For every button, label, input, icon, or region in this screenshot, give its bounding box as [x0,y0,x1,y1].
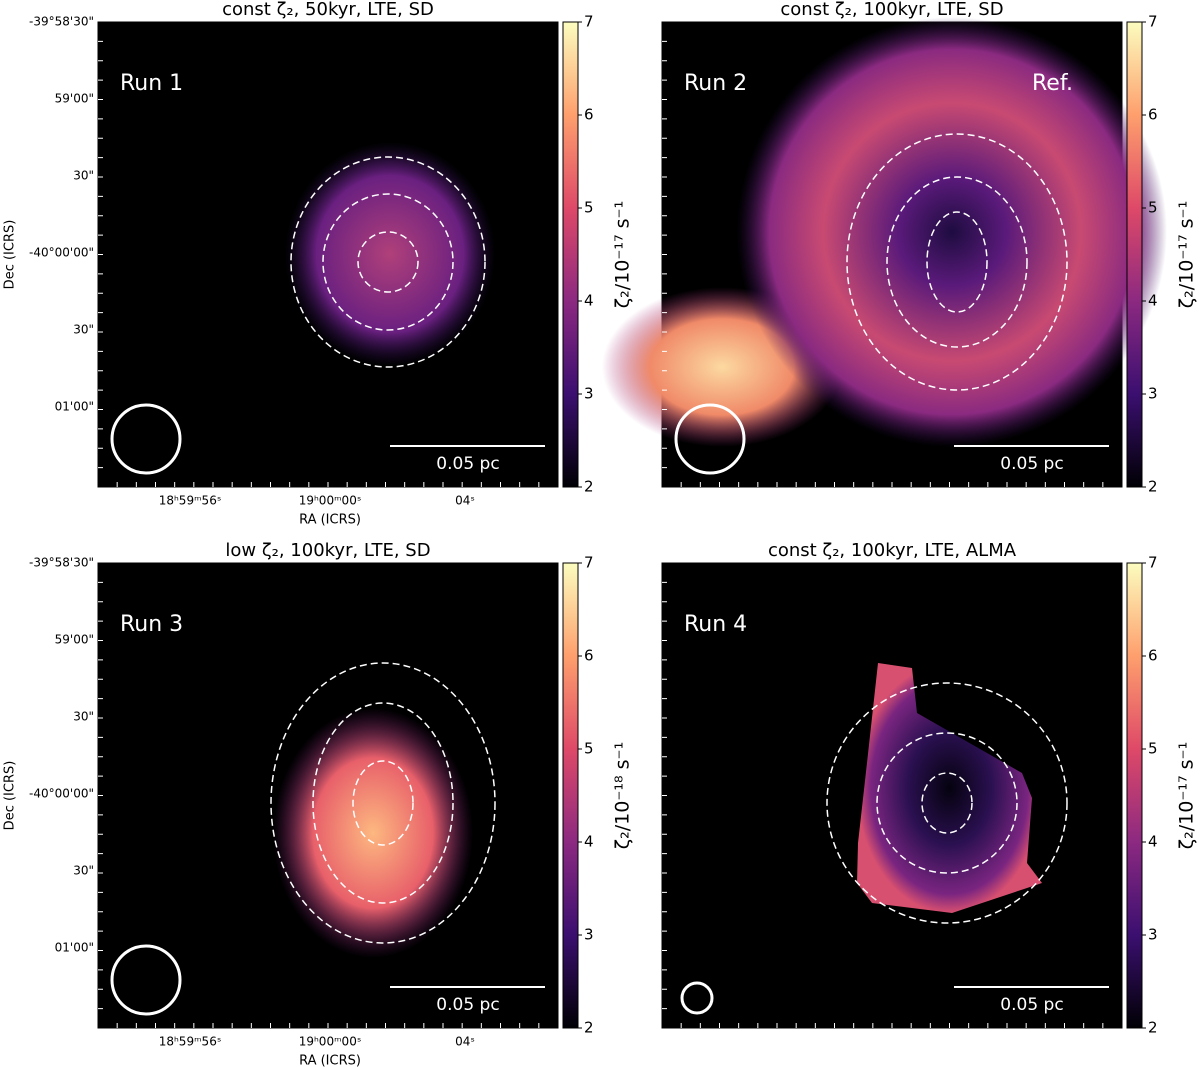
y-tick-label: 30" [73,864,94,878]
contour [926,211,988,313]
colorbar-tick-label: 5 [1148,740,1158,758]
contour [290,156,486,368]
emission [737,17,1167,447]
colorbar-tick-label: 2 [1148,1019,1158,1037]
run-label: Run 3 [120,612,183,637]
colorbar-label: ζ₂/10⁻¹⁷ s⁻¹ [612,201,634,308]
colorbar-tick-label: 5 [584,199,594,217]
scale-bar-label: 0.05 pc [436,995,499,1015]
colorbar-tick-label: 7 [584,13,594,31]
colorbar-label: ζ₂/10⁻¹⁷ s⁻¹ [1176,742,1198,849]
contour [357,231,419,293]
colorbar-tick-label: 2 [1148,478,1158,496]
colorbar-tick-label: 7 [584,554,594,572]
annotation: Ref. [1032,71,1073,96]
colorbar-tick-label: 6 [584,106,594,124]
contour [352,760,414,846]
colorbar-tick-label: 4 [1148,833,1158,851]
x-axis-label: RA (ICRS) [299,513,361,528]
y-tick-label: -39°58'30" [29,556,94,570]
colorbar-tick-label: 3 [1148,385,1158,403]
panel-title: const ζ₂, 50kyr, LTE, SD [222,0,434,20]
x-tick-label: 19ʰ00ᵐ00ˢ [299,1035,362,1049]
y-tick-label: 01'00" [55,941,94,955]
y-tick-label: 59'00" [55,633,94,647]
contour [921,772,973,834]
colorbar-tick-label: 4 [1148,292,1158,310]
x-tick-label: 18ʰ59ᵐ56ˢ [159,494,222,508]
colorbar-tick-label: 6 [1148,106,1158,124]
colorbar-label: ζ₂/10⁻¹⁸ s⁻¹ [612,742,634,849]
beam [110,403,182,475]
colorbar-tick-label: 4 [584,833,594,851]
colorbar-tick-label: 5 [1148,199,1158,217]
y-tick-label: 30" [73,169,94,183]
y-tick-label: -39°58'30" [29,15,94,29]
emission [285,142,495,366]
x-tick-label: 04ˢ [455,494,475,508]
colorbar [562,21,579,488]
y-tick-label: -40°00'00" [29,787,94,801]
beam [110,944,182,1016]
y-tick-label: 59'00" [55,92,94,106]
contour [826,682,1068,924]
colorbar-tick-label: 7 [1148,554,1158,572]
colorbar-tick-label: 6 [1148,647,1158,665]
x-tick-label: 04ˢ [455,1035,475,1049]
panel-title: const ζ₂, 100kyr, LTE, ALMA [768,540,1017,561]
colorbar [1126,562,1143,1029]
emission [273,708,473,958]
colorbar-tick-label: 7 [1148,13,1158,31]
colorbar [562,562,579,1029]
y-tick-label: 01'00" [55,400,94,414]
panel-title: const ζ₂, 100kyr, LTE, SD [780,0,1003,20]
colorbar-tick-label: 5 [584,740,594,758]
contour [846,133,1068,391]
contour [312,702,454,904]
colorbar-tick-label: 3 [1148,926,1158,944]
x-tick-label: 19ʰ00ᵐ00ˢ [299,494,362,508]
colorbar-tick-label: 2 [584,478,594,496]
colorbar [1126,21,1143,488]
colorbar-tick-label: 3 [584,926,594,944]
scale-bar-label: 0.05 pc [1000,454,1063,474]
beam [674,403,746,475]
run-label: Run 1 [120,71,183,96]
contour [322,193,454,331]
y-tick-label: 30" [73,710,94,724]
colorbar-tick-label: 2 [584,1019,594,1037]
colorbar-label: ζ₂/10⁻¹⁷ s⁻¹ [1176,201,1198,308]
colorbar-tick-label: 4 [584,292,594,310]
emission [857,663,1042,913]
y-axis-label: Dec (ICRS) [3,220,18,290]
contour [270,662,496,944]
y-axis-label: Dec (ICRS) [3,761,18,831]
x-tick-label: 18ʰ59ᵐ56ˢ [159,1035,222,1049]
scale-bar-label: 0.05 pc [436,454,499,474]
scale-bar-label: 0.05 pc [1000,995,1063,1015]
contour [876,732,1018,874]
run-label: Run 4 [684,612,747,637]
beam [680,981,714,1015]
x-axis-label: RA (ICRS) [299,1054,361,1067]
y-tick-label: -40°00'00" [29,246,94,260]
run-label: Run 2 [684,71,747,96]
colorbar-tick-label: 3 [584,385,594,403]
panel-title: low ζ₂, 100kyr, LTE, SD [225,540,430,561]
contour [886,176,1028,348]
y-tick-label: 30" [73,323,94,337]
colorbar-tick-label: 6 [584,647,594,665]
